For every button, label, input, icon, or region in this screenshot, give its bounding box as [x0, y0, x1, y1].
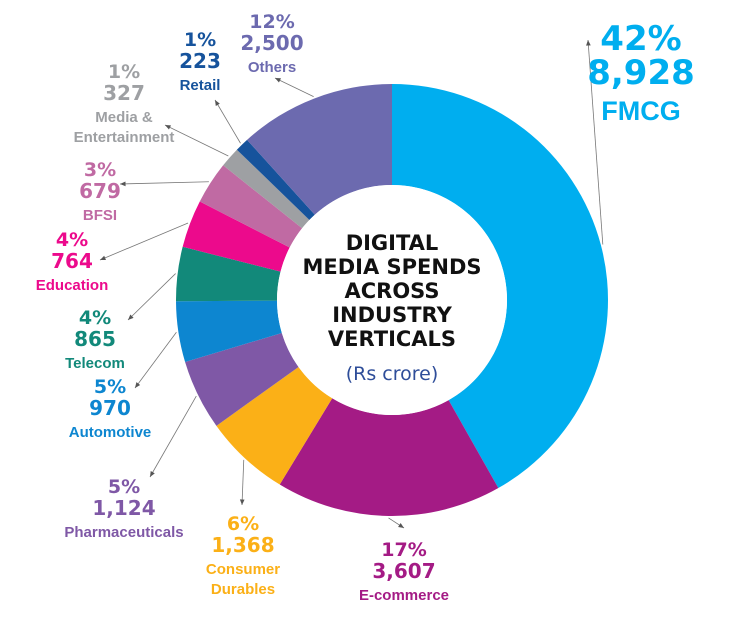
category-label: Education	[36, 277, 109, 294]
category-label: Retail	[180, 77, 221, 94]
category-label: Media &	[95, 109, 153, 126]
slice-automotive	[176, 300, 282, 362]
pct-label: 5%	[108, 476, 140, 498]
pct-label: 4%	[56, 229, 88, 251]
leader-line-telecom	[127, 273, 176, 321]
leader-arrow-pharmaceuticals	[150, 471, 155, 477]
category-label: Pharmaceuticals	[64, 524, 183, 541]
pct-label: 17%	[381, 539, 426, 561]
label-automotive: 5%970 Automotive	[69, 376, 152, 441]
leader-line-automotive	[134, 331, 177, 389]
pct-label: 6%	[227, 513, 259, 535]
slice-bfsi	[199, 165, 303, 248]
chart-title-line: VERTICALS	[328, 327, 456, 351]
leader-arrow-consumer-durables	[239, 499, 245, 505]
slice-e-commerce	[279, 398, 499, 516]
slice-retail	[236, 139, 315, 220]
donut-slices	[176, 84, 608, 516]
leader-line-retail	[214, 99, 241, 144]
pct-label: 1%	[184, 29, 216, 51]
label-media-entertainment: 1%327 Media & Entertainment	[74, 61, 175, 146]
slice-consumer-durables	[216, 366, 333, 485]
leader-line-fmcg	[587, 39, 604, 245]
value-label: 223	[179, 49, 221, 73]
pct-label: 5%	[94, 376, 126, 398]
value-label: 865	[74, 327, 116, 351]
donut-hole	[277, 185, 507, 415]
pct-label: 4%	[79, 307, 111, 329]
value-label: 2,500	[240, 31, 303, 55]
leader-line-media-entertainment	[164, 124, 229, 157]
pct-label: 1%	[108, 61, 140, 83]
leader-line-consumer-durables	[241, 459, 245, 506]
pct-label: 12%	[249, 11, 294, 33]
leader-line-education	[99, 222, 189, 261]
chart-title-line: DIGITAL	[346, 231, 439, 255]
value-label: 8,928	[587, 53, 695, 93]
category-label: Telecom	[65, 355, 125, 372]
value-label: 1,368	[211, 533, 274, 557]
label-others: 12%2,500 Others	[240, 11, 303, 76]
leader-line-pharmaceuticals	[149, 395, 197, 478]
pct-label: 42%	[600, 19, 681, 59]
chart-title-line: INDUSTRY	[332, 303, 452, 327]
value-label: 1,124	[92, 496, 155, 520]
category-label: E-commerce	[359, 587, 449, 604]
label-bfsi: 3%679 BFSI	[79, 159, 121, 224]
slice-others	[247, 84, 392, 215]
chart-title-line: MEDIA SPENDS	[302, 255, 481, 279]
value-label: 970	[89, 396, 131, 420]
category-label: Others	[248, 59, 296, 76]
value-label: 3,607	[372, 559, 435, 583]
slice-fmcg	[392, 84, 608, 489]
category-label: Entertainment	[74, 129, 175, 146]
leader-arrow-bfsi	[120, 181, 126, 187]
leader-arrow-others	[275, 78, 281, 83]
leader-lines	[99, 39, 604, 529]
value-label: 764	[51, 249, 93, 273]
leader-line-bfsi	[119, 181, 209, 185]
category-label: FMCG	[601, 96, 680, 126]
leader-arrow-retail	[215, 100, 220, 106]
category-label: Consumer	[206, 561, 280, 578]
chart-subtitle: (Rs crore)	[346, 363, 439, 385]
category-label: Automotive	[69, 424, 152, 441]
leader-arrow-e-commerce	[398, 523, 404, 528]
leader-line-others	[274, 77, 314, 97]
slice-pharmaceuticals	[185, 333, 299, 426]
value-label: 679	[79, 179, 121, 203]
slice-telecom	[176, 246, 281, 302]
chart-title-line: ACROSS	[345, 279, 440, 303]
leader-arrow-telecom	[128, 314, 134, 320]
leader-arrow-automotive	[135, 382, 141, 388]
leader-arrow-media-entertainment	[165, 125, 171, 130]
slice-media-entertainment	[223, 149, 310, 229]
slice-education	[182, 201, 290, 272]
category-label: Durables	[211, 581, 275, 598]
leader-arrow-fmcg	[586, 40, 591, 46]
pct-label: 3%	[84, 159, 116, 181]
label-retail: 1%223 Retail	[179, 29, 221, 94]
category-label: BFSI	[83, 207, 117, 224]
label-e-commerce: 17%3,607 E-commerce	[359, 539, 449, 604]
label-consumer-durables: 6%1,368 Consumer Durables	[206, 513, 280, 598]
label-education: 4%764 Education	[36, 229, 109, 294]
leader-arrow-education	[100, 255, 106, 261]
label-telecom: 4%865 Telecom	[65, 307, 125, 372]
value-label: 327	[103, 81, 145, 105]
label-pharmaceuticals: 5%1,124 Pharmaceuticals	[64, 476, 183, 541]
